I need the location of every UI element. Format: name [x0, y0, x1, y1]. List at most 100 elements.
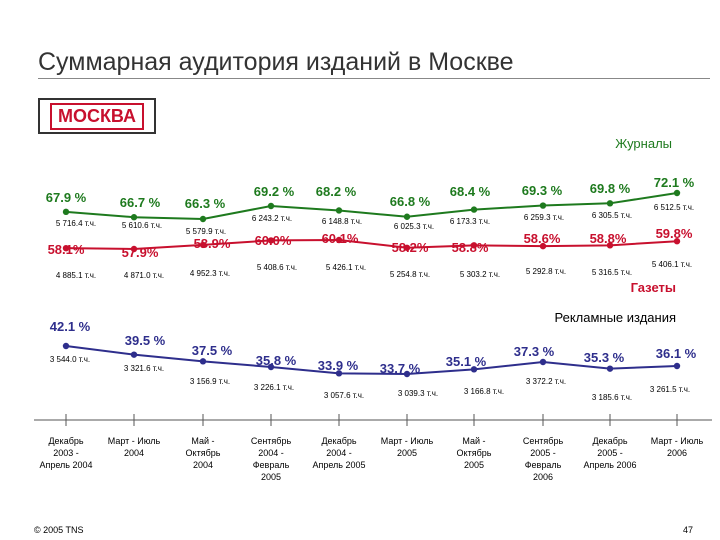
percent-label: 59.8% [656, 226, 693, 241]
x-tick-label: Март - Июль [108, 436, 161, 446]
data-point [267, 363, 275, 371]
data-point [267, 202, 275, 210]
data-point [673, 189, 681, 197]
x-tick-label: 2005 - [597, 448, 623, 458]
x-tick-label: Май - [462, 436, 485, 446]
percent-label: 66.7 % [120, 195, 161, 210]
percent-label: 39.5 % [125, 333, 166, 348]
x-tick-label: Апрель 2004 [39, 460, 92, 470]
percent-label: 37.5 % [192, 343, 233, 358]
data-point [606, 365, 614, 372]
count-label: 5 716.4 т.ч. [56, 219, 96, 228]
count-label: 5 406.1 т.ч. [652, 260, 692, 269]
data-point [539, 242, 547, 250]
city-label: МОСКВА [49, 102, 145, 130]
count-label: 5 292.8 т.ч. [526, 267, 566, 276]
data-point [62, 244, 70, 252]
count-label: 6 243.2 т.ч. [252, 214, 292, 223]
x-tick-label: Октябрь [457, 448, 492, 458]
percent-label: 33.9 % [318, 358, 359, 373]
x-tick-label: 2004 - [326, 448, 352, 458]
x-tick-label: 2004 [124, 448, 144, 458]
count-label: 5 610.6 т.ч. [122, 221, 162, 230]
data-point [403, 370, 411, 378]
x-tick-label: Май - [191, 436, 214, 446]
percent-label: 60.1% [322, 231, 359, 246]
count-label: 3 261.5 т.ч. [650, 385, 690, 394]
x-tick-label: Сентябрь [523, 436, 564, 446]
data-point [335, 236, 343, 244]
count-label: 5 303.2 т.ч. [460, 270, 500, 279]
percent-label: 68.4 % [450, 184, 491, 199]
count-label: 6 148.8 т.ч. [322, 217, 362, 226]
count-label: 3 372.2 т.ч. [526, 377, 566, 386]
data-point [199, 215, 207, 223]
city-box: МОСКВА [38, 98, 156, 134]
series-line-2 [65, 345, 678, 376]
data-point [673, 362, 681, 370]
percent-label: 72.1 % [654, 175, 695, 190]
count-label: 5 408.6 т.ч. [257, 263, 297, 272]
percent-label: 58.6% [524, 231, 561, 246]
x-tick-label: Февраль [525, 460, 562, 470]
page-number: 47 [683, 525, 694, 535]
percent-label: 66.3 % [185, 196, 226, 211]
percent-label: 58.2% [392, 240, 429, 255]
data-point [130, 351, 138, 358]
x-tick-label: 2006 [533, 472, 553, 482]
percent-label: 69.2 % [254, 184, 295, 199]
count-label: 3 057.6 т.ч. [324, 391, 364, 400]
count-label: 5 426.1 т.ч. [326, 263, 366, 272]
percent-label: 69.8 % [590, 181, 631, 196]
percent-label: 58.8% [590, 231, 627, 246]
x-tick-label: 2005 - [530, 448, 556, 458]
x-tick-label: Апрель 2006 [583, 460, 636, 470]
percent-label: 36.1 % [656, 346, 697, 361]
data-point [335, 370, 343, 377]
data-point [62, 208, 70, 216]
x-tick-label: Сентябрь [251, 436, 292, 446]
data-point [673, 238, 681, 245]
data-point [335, 207, 343, 214]
percent-label: 35.3 % [584, 350, 625, 365]
data-point [470, 242, 478, 249]
count-label: 3 544.0 т.ч. [50, 355, 90, 364]
data-point [199, 358, 207, 365]
percent-label: 35.8 % [256, 353, 297, 368]
title-divider [38, 78, 710, 79]
data-point [403, 244, 411, 251]
x-tick-label: 2006 [667, 448, 687, 458]
count-label: 3 321.6 т.ч. [124, 364, 164, 373]
data-point [130, 214, 138, 221]
count-label: 5 254.8 т.ч. [390, 270, 430, 279]
count-label: 6 259.3 т.ч. [524, 213, 564, 222]
x-tick-label: 2004 [193, 460, 213, 470]
x-tick-label: 2005 [464, 460, 484, 470]
x-tick-label: Декабрь [48, 436, 83, 446]
percent-label: 67.9 % [46, 190, 87, 205]
percent-label: 58.1% [48, 242, 85, 257]
percent-label: 66.8 % [390, 194, 431, 209]
percent-label: 42.1 % [50, 319, 91, 334]
data-point [130, 245, 138, 253]
count-label: 4 871.0 т.ч. [124, 271, 164, 280]
count-label: 6 512.5 т.ч. [654, 203, 694, 212]
x-tick-label: Апрель 2005 [312, 460, 365, 470]
x-tick-label: 2005 [397, 448, 417, 458]
percent-label: 60.0% [255, 233, 292, 248]
count-label: 3 226.1 т.ч. [254, 383, 294, 392]
series-name-ads: Рекламные издания [554, 310, 676, 325]
copyright-text: © 2005 TNS [34, 525, 84, 535]
x-tick-label: 2005 [261, 472, 281, 482]
data-point [267, 237, 275, 244]
count-label: 3 156.9 т.ч. [190, 377, 230, 386]
data-point [199, 241, 207, 249]
x-tick-label: 2004 - [258, 448, 284, 458]
x-tick-label: 2003 - [53, 448, 79, 458]
series-line-0 [65, 192, 678, 221]
count-label: 6 025.3 т.ч. [394, 222, 434, 231]
series-name-magazines: Журналы [615, 136, 672, 151]
data-point [606, 242, 614, 249]
data-point [470, 206, 478, 213]
percent-label: 35.1 % [446, 354, 487, 369]
